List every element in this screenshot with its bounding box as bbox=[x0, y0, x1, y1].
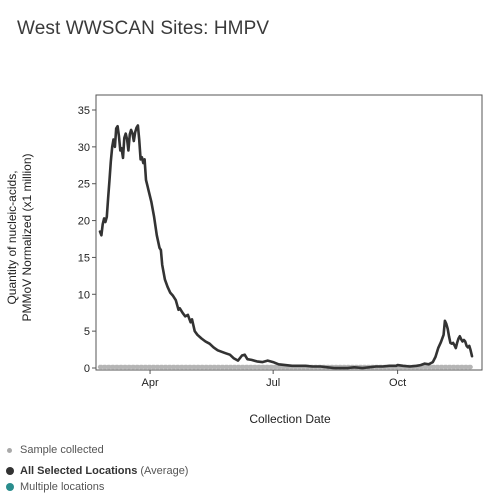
plot-border bbox=[95, 94, 483, 371]
sample-point bbox=[468, 364, 473, 370]
multiple-dot-icon bbox=[6, 483, 14, 491]
y-tick-label: 35 bbox=[78, 105, 90, 117]
y-tick-label: 5 bbox=[84, 326, 90, 338]
average-dot-icon bbox=[6, 467, 14, 475]
legend-multiple-label: Multiple locations bbox=[20, 481, 105, 493]
x-axis-label: Collection Date bbox=[249, 412, 331, 426]
x-tick-label: Jul bbox=[266, 377, 280, 389]
y-tick-label: 30 bbox=[78, 142, 90, 154]
series-line-all-selected-locations bbox=[98, 124, 474, 370]
legend-average-label: All Selected Locations bbox=[20, 465, 138, 477]
chart-area: 0 5 10 15 20 25 30 35 Apr Jul Oct Quantity of nuc… bbox=[5, 94, 483, 426]
series-lines bbox=[98, 124, 474, 370]
legend-average-suffix: (Average) bbox=[140, 465, 189, 477]
x-tick-label: Oct bbox=[389, 377, 406, 389]
legend-sample-label: Sample collected bbox=[20, 444, 104, 456]
chart-title: West WWSCAN Sites: HMPV bbox=[17, 18, 270, 39]
legend-item-multiple[interactable]: Multiple locations bbox=[6, 481, 104, 493]
x-tick-label: Apr bbox=[141, 377, 158, 389]
y-tick-label: 10 bbox=[78, 289, 90, 301]
y-axis-label-line-2: PMMoV Normalized (x1 million) bbox=[20, 153, 34, 321]
y-tick-label: 15 bbox=[78, 252, 90, 264]
y-tick-label: 0 bbox=[84, 363, 90, 375]
y-axis-label-line-1: Quantity of nucleic-acids, bbox=[5, 170, 19, 304]
y-tick-label: 20 bbox=[78, 216, 90, 228]
legend-item-sample[interactable]: Sample collected bbox=[6, 444, 104, 456]
sample-dot-icon bbox=[7, 447, 12, 453]
x-axis: Apr Jul Oct bbox=[141, 370, 406, 389]
plot-frame bbox=[95, 94, 483, 371]
legend-item-average[interactable]: All Selected Locations (Average) bbox=[6, 465, 188, 477]
y-axis: 0 5 10 15 20 25 30 35 bbox=[78, 105, 96, 375]
y-tick-label: 25 bbox=[78, 179, 90, 191]
